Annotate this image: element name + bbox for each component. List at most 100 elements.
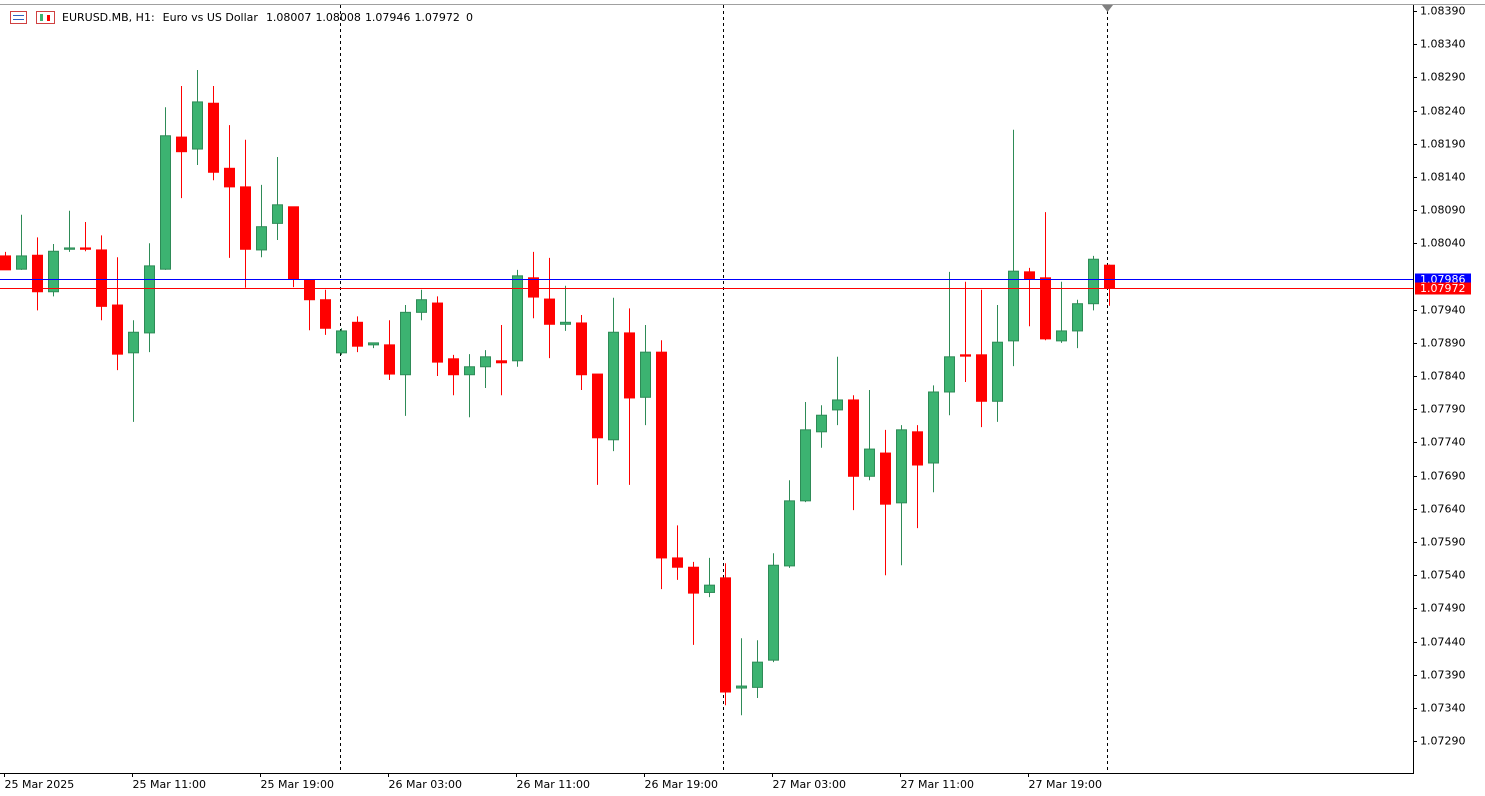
candle-body [800,429,811,502]
header-open: 1.08007 [266,11,312,24]
candle-body [656,351,667,559]
candle-body [928,391,939,464]
candle-body [64,247,75,250]
candle-body [32,254,43,293]
candle-body [0,255,11,271]
candle-body [1024,271,1035,280]
candle-body [432,302,443,363]
y-tick-label: 1.07740 [1420,436,1466,449]
candle-body [896,429,907,504]
y-tick-label: 1.08090 [1420,204,1466,217]
y-tick-label: 1.08240 [1420,105,1466,118]
y-tick-label: 1.07890 [1420,337,1466,350]
candle-body [528,277,539,298]
candle-body [592,373,603,439]
candle-body [320,299,331,329]
candle-body [208,102,219,173]
x-tick-label: 26 Mar 03:00 [389,778,462,791]
y-tick-label: 1.07390 [1420,669,1466,682]
candle-body [336,330,347,354]
bid-label: 1.07972 [1420,282,1466,295]
candle-body [736,685,747,689]
x-tick-label: 25 Mar 19:00 [261,778,334,791]
candle-body [304,279,315,301]
candle-body [16,255,27,270]
candle-body [816,414,827,433]
symbol: EURUSD.MB, H1: [62,11,155,24]
candle-body [176,136,187,153]
candle-body [1088,258,1099,305]
y-tick-label: 1.08340 [1420,38,1466,51]
candle-body [80,247,91,250]
candle-body [224,167,235,188]
candle-body [512,275,523,362]
candle-body [992,341,1003,402]
candle-body [1008,270,1019,342]
x-tick-label: 25 Mar 2025 [5,778,75,791]
candle-body [560,321,571,325]
candle-body [832,399,843,411]
candle-body [960,354,971,357]
y-tick-label: 1.07840 [1420,370,1466,383]
y-tick-label: 1.07940 [1420,304,1466,317]
candle-body [384,344,395,375]
header-icons [10,11,55,24]
candle-body [464,366,475,376]
candle-body [400,311,411,376]
candle-body [672,557,683,568]
y-tick-label: 1.07340 [1420,702,1466,715]
header-close: 1.07972 [414,11,460,24]
y-tick-label: 1.08190 [1420,138,1466,151]
candle-body [496,360,507,364]
candle-body [128,331,139,354]
x-tick-label: 26 Mar 11:00 [517,778,590,791]
candle-body [688,566,699,594]
icon-candle [40,14,43,21]
candle-body [368,342,379,346]
candle-body [544,298,555,325]
candle-body [848,399,859,477]
description: Euro vs US Dollar [163,11,259,24]
candle-body [192,101,203,150]
y-tick-label: 1.07690 [1420,470,1466,483]
candle-body [48,250,59,293]
header-high: 1.08008 [315,11,361,24]
candle-body [624,332,635,399]
x-tick-label: 27 Mar 19:00 [1029,778,1102,791]
candle-body [1072,303,1083,332]
y-tick-label: 1.08040 [1420,237,1466,250]
y-tick-label: 1.07540 [1420,569,1466,582]
candle-body [608,331,619,441]
y-tick-label: 1.07290 [1420,735,1466,748]
y-tick-label: 1.07790 [1420,403,1466,416]
y-tick-label: 1.08140 [1420,171,1466,184]
candle-body [160,135,171,270]
candle-body [1040,277,1051,340]
candle-body [416,299,427,313]
candle-body [704,584,715,593]
candle-body [752,661,763,688]
candle-body [272,204,283,224]
candle-body [240,186,251,250]
candle-body [1056,330,1067,342]
candle-body [976,354,987,402]
candle-body [1104,264,1115,289]
x-tick-label: 27 Mar 11:00 [901,778,974,791]
candle-body [256,226,267,251]
x-tick-label: 26 Mar 19:00 [645,778,718,791]
x-tick-label: 25 Mar 11:00 [133,778,206,791]
shift-marker [1102,5,1113,12]
y-tick-label: 1.07440 [1420,636,1466,649]
bid-label-box [1415,282,1471,295]
candle-body [864,448,875,477]
y-tick-label: 1.07490 [1420,602,1466,615]
y-tick-label: 1.08290 [1420,71,1466,84]
candle-body [448,358,459,376]
icon-chart [36,11,55,24]
candle-body [912,431,923,466]
x-tick-label: 27 Mar 03:00 [773,778,846,791]
candle-body [112,304,123,355]
candle-body [640,351,651,398]
